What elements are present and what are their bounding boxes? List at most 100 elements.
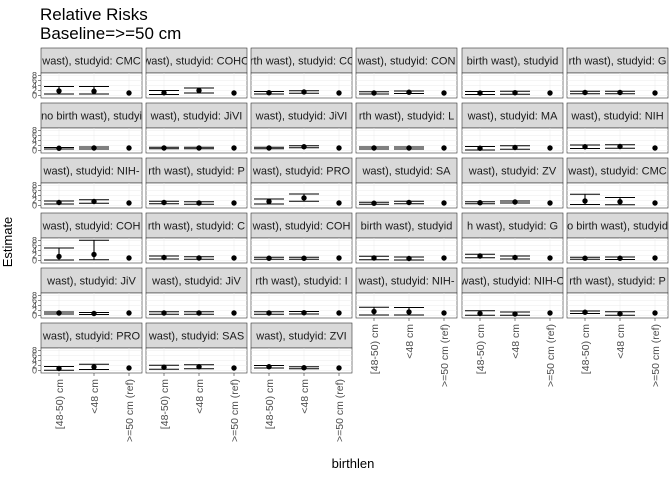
estimate-point [371,200,377,206]
y-tick-label: 4 [32,81,37,91]
estimate-point [266,255,272,261]
estimate-point [91,145,97,151]
y-tick-label: 2 [32,251,37,261]
y-tick-label: 6 [32,186,37,196]
estimate-point [371,255,377,261]
estimate-point [477,145,483,151]
facet-strip [461,267,564,294]
y-tick-label: 4 [32,301,37,311]
facet-strip [40,102,143,129]
estimate-point [126,145,132,151]
facet-label: wast), studyid: JiVI [255,111,348,123]
estimate-point [301,255,307,261]
y-tick-label: 0 [32,311,37,321]
estimate-point [126,310,132,316]
facet-label: wast), studyid: PRO [252,166,351,178]
estimate-point [196,364,202,370]
estimate-point [91,251,97,258]
estimate-point [617,199,623,205]
estimate-point [336,255,342,261]
estimate-point [652,90,658,96]
estimate-point [301,365,307,371]
x-tick-label: [48-50) cm [54,379,66,429]
y-tick-label: 8 [32,346,37,356]
x-tick-label: [48-50) cm [369,324,381,374]
y-axis-title: Estimate [0,217,15,268]
facet-strip [250,102,353,129]
facet-strip [250,267,353,294]
estimate-point [336,365,342,371]
facet-strip [355,102,458,129]
estimate-point [56,253,62,260]
facet-strip [40,212,143,239]
estimate-point [126,200,132,206]
estimate-point [301,89,307,95]
x-tick-label: <48 cm [299,379,311,414]
facet-strip [145,47,248,74]
facet-strip [566,212,669,239]
estimate-point [547,90,553,96]
facet-strip [145,157,248,184]
estimate-point [161,364,167,370]
estimate-point [477,200,483,206]
estimate-point [56,310,62,316]
y-tick-label: 4 [32,356,37,366]
y-tick-label: 2 [32,361,37,371]
estimate-point [266,310,272,316]
estimate-point [91,88,97,94]
estimate-point [196,310,202,316]
estimate-point [161,145,167,151]
facet-label: wast), studyid: JiVI [150,111,243,123]
estimate-point [582,198,588,204]
estimate-point [652,145,658,151]
y-tick-label: 0 [32,201,37,211]
facet-label: rth wast), studyid: I [255,276,347,288]
facet-label: wast), studyid: COH [252,221,351,233]
facet-label: o birth wast), studyid [567,221,668,233]
x-tick-label: >=50 cm (ref) [124,379,136,442]
facet-label: no birth wast), studyi [41,111,142,123]
estimate-point [56,199,62,206]
facet-label: rth wast), studyid: L [359,111,454,123]
facet-label: wast), studyid: JiV [46,276,136,288]
estimate-point [547,255,553,261]
facet-strip [40,267,143,294]
estimate-point [617,311,623,317]
estimate-point [196,87,202,94]
chart-subtitle: Baseline=>=50 cm [40,24,181,43]
facet-label: wast), studyid: PRO [42,331,141,343]
y-tick-label: 2 [32,141,37,151]
estimate-point [512,144,518,151]
y-tick-label: 2 [32,86,37,96]
estimate-point [547,310,553,316]
estimate-point [371,145,377,151]
estimate-point [441,145,447,151]
estimate-point [652,200,658,206]
facet-label: wast), studyid: CON [357,56,456,68]
estimate-point [336,200,342,206]
estimate-point [652,255,658,261]
y-tick-label: 8 [32,291,37,301]
x-tick-label: >=50 cm (ref) [439,324,451,387]
facet-label: wast), studyid: CMC [567,166,666,178]
y-tick-label: 0 [32,366,37,376]
y-tick-label: 0 [32,91,37,101]
facet-label: irth wast), studyid: CO [247,56,356,68]
facet-strip [145,212,248,239]
x-tick-label: [48-50) cm [159,379,171,429]
estimate-point [547,200,553,206]
estimate-point [441,200,447,206]
facet-label: rth wast), studyid: P [148,166,245,178]
facet-label: wast), studyid: COHO [142,56,250,68]
y-tick-label: 6 [32,351,37,361]
estimate-point [231,145,237,151]
y-tick-label: 8 [32,126,37,136]
facet-strip [250,47,353,74]
estimate-point [406,89,412,95]
estimate-point [301,310,307,316]
facet-label: wast), studyid: SA [361,166,451,178]
estimate-point [126,90,132,96]
x-tick-label: >=50 cm (ref) [334,379,346,442]
facet-strip [40,322,143,349]
estimate-point [91,198,97,205]
